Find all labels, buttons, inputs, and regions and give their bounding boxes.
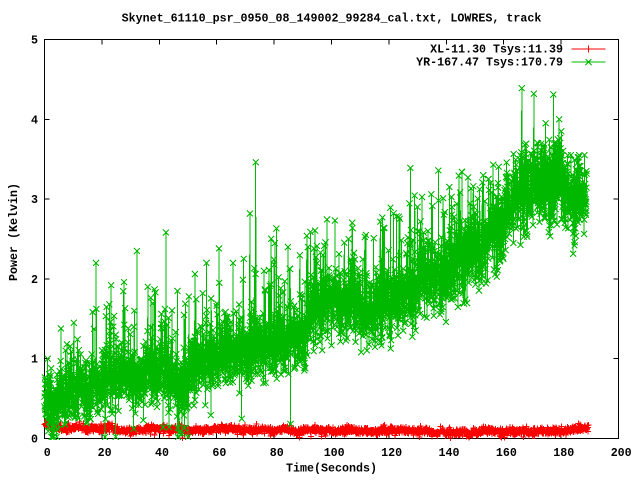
- svg-text:Power (Kelvin): Power (Kelvin): [7, 183, 21, 281]
- svg-text:180: 180: [553, 446, 574, 460]
- svg-text:100: 100: [324, 446, 345, 460]
- svg-text:0: 0: [44, 446, 51, 460]
- svg-text:80: 80: [270, 446, 284, 460]
- svg-text:60: 60: [212, 446, 226, 460]
- svg-text:0: 0: [31, 433, 38, 447]
- svg-text:Time(Seconds): Time(Seconds): [286, 462, 377, 476]
- svg-text:1: 1: [31, 353, 38, 367]
- svg-text:Skynet_61110_psr_0950_08_14900: Skynet_61110_psr_0950_08_149002_99284_ca…: [122, 12, 542, 26]
- svg-text:3: 3: [31, 193, 38, 207]
- svg-text:XL-11.30 Tsys:11.39: XL-11.30 Tsys:11.39: [430, 43, 563, 57]
- svg-text:40: 40: [155, 446, 169, 460]
- svg-text:20: 20: [98, 446, 112, 460]
- svg-text:200: 200: [611, 446, 632, 460]
- svg-text:2: 2: [31, 273, 38, 287]
- svg-text:4: 4: [31, 113, 38, 127]
- svg-text:YR-167.47 Tsys:170.79: YR-167.47 Tsys:170.79: [416, 56, 563, 70]
- svg-text:140: 140: [439, 446, 460, 460]
- svg-text:160: 160: [496, 446, 517, 460]
- svg-text:5: 5: [31, 34, 38, 48]
- svg-text:120: 120: [381, 446, 402, 460]
